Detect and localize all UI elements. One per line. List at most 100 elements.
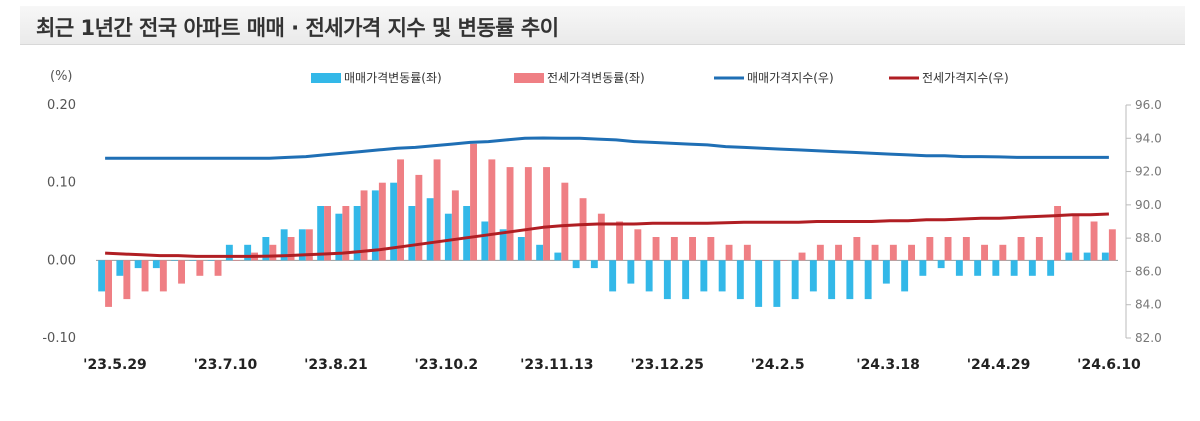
jeonse-change-bar (1035, 237, 1043, 261)
jeonse-change-bar (634, 229, 642, 261)
x-axis-tick-label: '23.10.2 (415, 357, 479, 373)
jeonse-change-bar (981, 244, 988, 261)
sale-change-bar (901, 260, 909, 292)
jeonse-change-bar (853, 237, 861, 261)
sale-change-bar (572, 260, 580, 269)
jeonse-change-bar (105, 260, 112, 307)
legend-swatch-bar (514, 73, 544, 83)
sale-change-bar (1065, 252, 1073, 261)
jeonse-change-bar (123, 260, 131, 300)
right-axis-tick-label: 86.0 (1135, 264, 1162, 278)
sale-change-bar (864, 260, 872, 300)
sale-change-bar (828, 260, 836, 300)
sale-change-bar (444, 213, 452, 261)
jeonse-change-bar (780, 260, 788, 261)
left-axis-tick-label: 0.20 (47, 98, 76, 113)
legend: 매매가격변동률(좌) 전세가격변동률(좌) 매매가격지수(우) 전세가격지수(우) (311, 71, 1009, 85)
sale-change-bar (992, 260, 1000, 276)
jeonse-change-bar (944, 237, 952, 261)
jeonse-change-bar (415, 174, 423, 261)
legend-label: 매매가격지수(우) (747, 71, 834, 85)
legend-label: 전세가격지수(우) (922, 71, 1009, 85)
legend-label: 매매가격변동률(좌) (344, 71, 442, 85)
jeonse-change-bar (762, 260, 769, 261)
jeonse-change-bar (470, 143, 477, 261)
left-axis-unit: (%) (50, 69, 73, 84)
sale-change-bar (590, 260, 598, 269)
sale-change-bar (353, 206, 361, 261)
sale-change-bar (809, 260, 817, 292)
jeonse-change-bar (743, 244, 751, 261)
jeonse-change-bar (488, 159, 496, 261)
jeonse-change-bar (962, 237, 970, 261)
sale-change-bar (426, 198, 434, 261)
x-axis-tick-label: '23.7.10 (194, 357, 258, 373)
jeonse-change-bar (196, 260, 204, 276)
jeonse-change-bar (670, 237, 678, 261)
sale-change-bar (609, 260, 617, 292)
jeonse-change-bar (1090, 221, 1098, 261)
sale-change-bar (882, 260, 890, 284)
sale-change-bar (317, 206, 325, 261)
sale-change-bar (755, 260, 763, 307)
sale-change-bar (116, 260, 124, 276)
sale-change-bar (846, 260, 854, 300)
legend-swatch-bar (311, 73, 341, 83)
jeonse-change-bar (524, 167, 532, 261)
jeonse-change-bar (159, 260, 167, 292)
sale-change-bar (974, 260, 982, 276)
sale-index-line (105, 136, 1109, 160)
jeonse-change-bar (1108, 229, 1116, 261)
sale-change-bar (134, 260, 142, 269)
sale-change-bar (225, 244, 233, 261)
title-bar: 최근 1년간 전국 아파트 매매 · 전세가격 지수 및 변동률 추이 (20, 6, 1185, 45)
jeonse-change-bar (908, 244, 915, 261)
jeonse-index-line (105, 212, 1109, 258)
jeonse-change-bar (451, 190, 459, 261)
jeonse-change-bar (798, 252, 806, 261)
sale-change-bar (371, 190, 379, 261)
left-axis-tick-label: 0.10 (47, 176, 76, 191)
right-axis-tick-label: 96.0 (1135, 98, 1162, 112)
jeonse-change-bar (616, 221, 623, 261)
jeonse-change-bar (579, 198, 587, 261)
sale-change-bar (919, 260, 927, 276)
right-axis-tick-label: 92.0 (1135, 165, 1162, 179)
x-axis-tick-label: '23.12.25 (631, 357, 704, 373)
jeonse-change-bar (287, 237, 295, 261)
sale-change-bar (1101, 252, 1109, 261)
jeonse-change-bar (269, 244, 277, 261)
sale-change-bar (700, 260, 708, 292)
left-axis-tick-label: -0.10 (42, 331, 76, 346)
sale-change-bar (244, 244, 252, 261)
sale-change-bar (663, 260, 671, 300)
jeonse-change-bar (1017, 237, 1025, 261)
jeonse-change-bar (214, 260, 222, 276)
sale-change-bar (937, 260, 945, 269)
axes: (%) 0.20 0.10 0.00 -0.10 96.0 94.0 92.0 90.0 88.0… (42, 69, 1161, 373)
sale-change-bar (98, 260, 106, 292)
jeonse-change-bar (652, 237, 660, 261)
sale-change-bar (408, 206, 416, 261)
jeonse-change-bar (561, 182, 569, 261)
jeonse-change-bar (725, 244, 733, 261)
sale-change-bar (499, 229, 507, 261)
jeonse-change-bar (597, 213, 605, 261)
jeonse-change-bar (816, 244, 824, 261)
sale-change-bar (645, 260, 653, 292)
right-axis-tick-label: 90.0 (1135, 198, 1162, 212)
sale-change-bar (207, 260, 215, 261)
legend-label: 전세가격변동률(좌) (547, 71, 645, 85)
sale-change-bar (335, 213, 343, 261)
jeonse-change-bar (999, 244, 1007, 261)
jeonse-change-bar (360, 190, 368, 261)
sale-change-bar (171, 260, 179, 261)
jeonse-change-bar (178, 260, 185, 284)
jeonse-change-bar (835, 244, 842, 261)
sale-change-bar (481, 221, 489, 261)
sale-change-bar (791, 260, 799, 300)
sale-change-bar (463, 206, 471, 261)
jeonse-change-bar (543, 167, 550, 261)
jeonse-change-bar (689, 237, 696, 261)
